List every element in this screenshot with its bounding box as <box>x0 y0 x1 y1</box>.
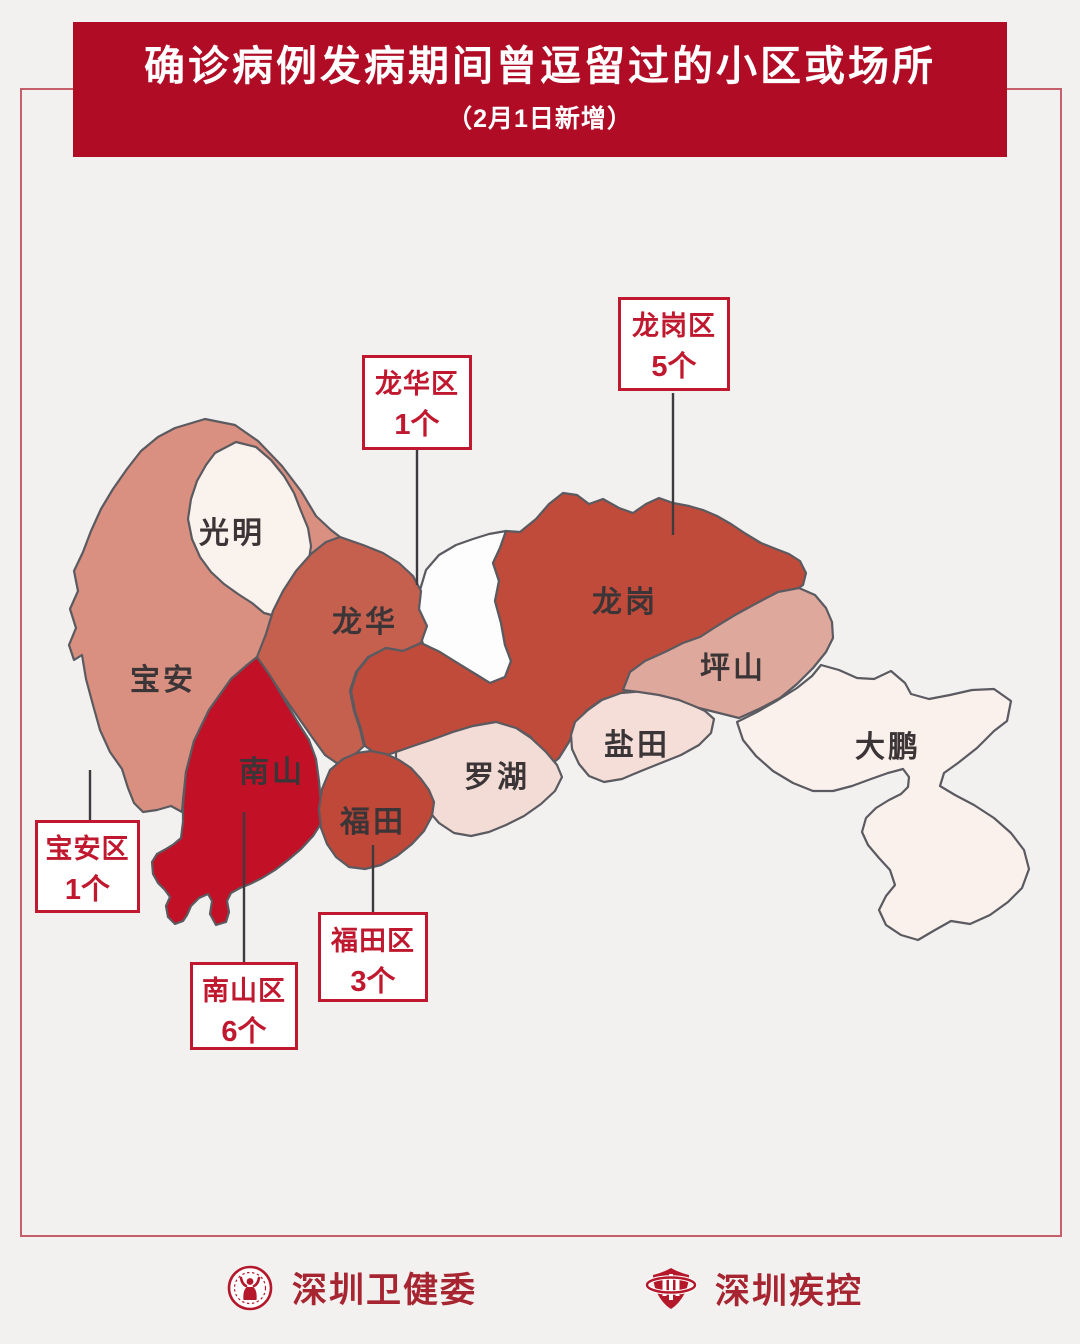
district-shape-pingshan <box>621 586 835 720</box>
callout-box-nanshan: 南山区 6个 <box>190 962 298 1050</box>
cdc-logo-icon <box>645 1268 697 1309</box>
footer-cdc: 深圳疾控 <box>645 1262 863 1314</box>
page-title: 确诊病例发病期间曾逗留过的小区或场所 <box>144 42 936 89</box>
callout-district-name: 宝安区 <box>45 834 130 864</box>
district-shape-yantian <box>569 689 716 784</box>
health-commission-logo-icon <box>227 1265 273 1310</box>
callout-box-longhua: 龙华区 1个 <box>362 355 472 450</box>
callout-box-baoan: 宝安区 1个 <box>35 820 140 913</box>
callout-district-name: 南山区 <box>202 976 286 1006</box>
footer-health-commission-label: 深圳卫健委 <box>292 1271 478 1310</box>
district-label-yantian: 盐田 <box>604 729 670 762</box>
district-shape-longgang <box>349 491 808 770</box>
district-shape-futian <box>317 749 436 871</box>
callout-count: 3个 <box>350 966 396 998</box>
callout-district-name: 龙华区 <box>375 369 459 399</box>
callout-box-longgang: 龙岗区 5个 <box>618 297 730 391</box>
district-label-longgang: 龙岗 <box>592 586 658 619</box>
callout-count: 5个 <box>651 351 697 383</box>
callout-district-name: 福田区 <box>331 926 415 956</box>
district-label-baoan: 宝安 <box>130 663 196 697</box>
district-label-futian: 福田 <box>339 806 406 839</box>
callout-district-name: 龙岗区 <box>632 311 716 341</box>
footer-health-commission: 深圳卫健委 <box>226 1262 477 1313</box>
district-label-longhua: 龙华 <box>332 606 398 639</box>
district-label-dapeng: 大鹏 <box>855 731 921 764</box>
footer-cdc-label: 深圳疾控 <box>715 1271 864 1311</box>
district-shape-dapeng <box>735 663 1031 942</box>
callout-count: 1个 <box>64 874 111 906</box>
district-label-nanshan: 南山 <box>239 756 305 789</box>
callout-count: 6个 <box>221 1016 267 1048</box>
page-subtitle: （2月1日新增） <box>447 105 633 134</box>
district-label-pingshan: 坪山 <box>700 652 766 685</box>
district-label-luohu: 罗湖 <box>464 761 530 794</box>
title-banner: 确诊病例发病期间曾逗留过的小区或场所 （2月1日新增） <box>73 22 1007 157</box>
callout-box-futian: 福田区 3个 <box>318 912 428 1002</box>
callout-count: 1个 <box>394 409 440 441</box>
district-label-guangming: 光明 <box>199 517 265 550</box>
